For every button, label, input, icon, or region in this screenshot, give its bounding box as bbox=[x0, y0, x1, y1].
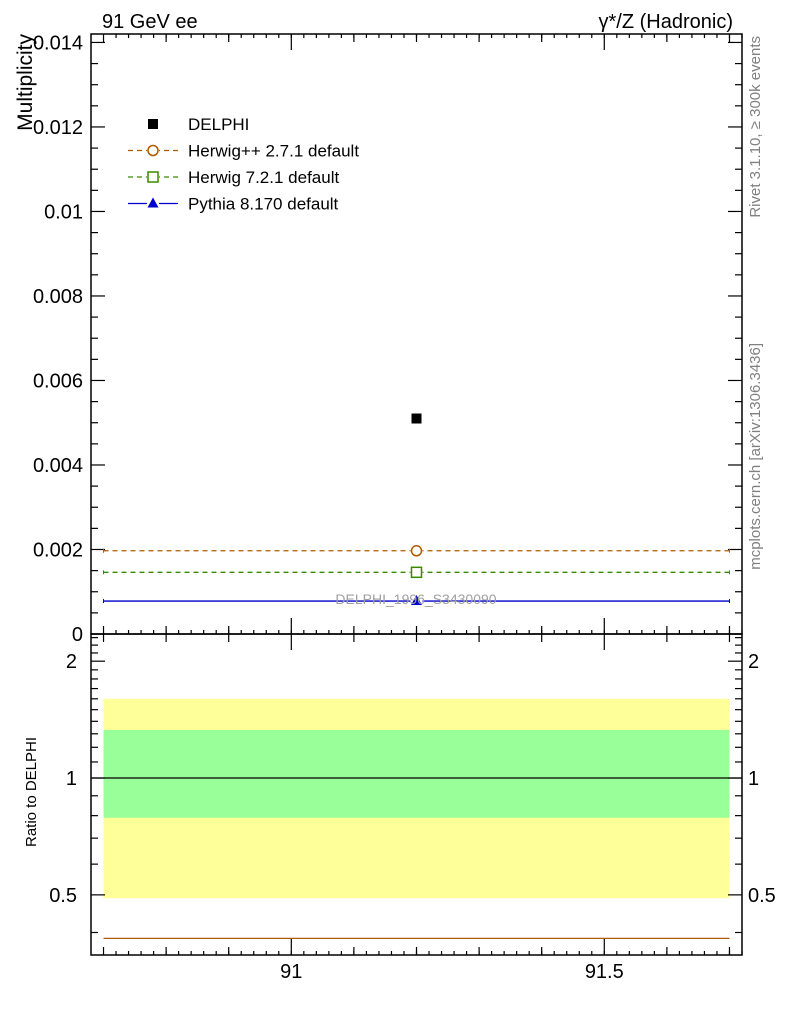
ratio-ytick-label-right: 1 bbox=[748, 768, 759, 790]
main-ytick-label: 0 bbox=[72, 624, 83, 646]
main-ytick-label: 0.008 bbox=[33, 286, 83, 308]
series-point-herwig-2-7-1-default bbox=[410, 545, 423, 557]
series-point-pythia-8-170-default bbox=[411, 595, 422, 606]
legend-label-herwig-7-2-1-default: Herwig 7.2.1 default bbox=[188, 168, 339, 187]
ratio-series-lines bbox=[91, 777, 742, 940]
header-left: 91 GeV ee bbox=[102, 11, 198, 33]
ratio-ytick-label-left: 2 bbox=[66, 651, 77, 673]
ratio-xtick-label: 91.5 bbox=[585, 961, 624, 983]
watermark: DELPHI_1996_S3430090 bbox=[335, 591, 496, 607]
mcplots-side-label: mcplots.cern.ch [arXiv:1306.3436] bbox=[747, 343, 764, 570]
axis-labels: 0 0.002 0.004 0.006 0.008 0.01 0.012 0.014 91 91.… bbox=[33, 32, 776, 983]
legend-marker-bg bbox=[147, 171, 159, 183]
ratio-band-1 bbox=[103, 729, 730, 818]
rivet-side-label: Rivet 3.1.10, ≥ 300k events bbox=[747, 36, 764, 218]
ratio-ytick-label-left: 1 bbox=[66, 768, 77, 790]
main-ytick-label: 0.002 bbox=[33, 539, 83, 561]
ratio-ytick-label-right: 2 bbox=[748, 651, 759, 673]
legend-marker-herwig-7-2-1-default bbox=[147, 171, 159, 183]
ratio-ylabel: Ratio to DELPHI bbox=[23, 737, 40, 847]
legend-marker-bg bbox=[147, 144, 159, 157]
legend-label-herwig-2-7-1-default: Herwig++ 2.7.1 default bbox=[188, 142, 359, 161]
main-series-markers bbox=[410, 413, 423, 608]
marker-bg bbox=[410, 566, 423, 579]
main-ytick-label: 0.004 bbox=[33, 455, 83, 477]
legend-marker-delphi bbox=[148, 119, 158, 129]
ratio-bands bbox=[103, 698, 730, 899]
marker-bg bbox=[410, 544, 423, 557]
main-ytick-label: 0.014 bbox=[33, 32, 83, 54]
header-right: γ*/Z (Hadronic) bbox=[599, 11, 733, 33]
main-ytick-label: 0.01 bbox=[44, 201, 83, 223]
main-ytick-label: 0.006 bbox=[33, 370, 83, 392]
series-point-herwig-7-2-1-default bbox=[410, 566, 423, 579]
legend-marker-pythia-8-170-default bbox=[147, 197, 159, 208]
ratio-frame bbox=[90, 633, 743, 956]
ratio-ytick-label-left: 0.5 bbox=[49, 885, 77, 907]
legend-label-pythia-8-170-default: Pythia 8.170 default bbox=[188, 195, 339, 214]
main-ylabel: Multiplicity bbox=[14, 34, 37, 131]
ratio-ytick-label-right: 0.5 bbox=[748, 885, 776, 907]
ratio-xtick-label: 91 bbox=[280, 961, 302, 983]
series-point-delphi bbox=[411, 413, 422, 424]
legend-marker-herwig-2-7-1-default bbox=[147, 144, 159, 157]
main-ytick-label: 0.012 bbox=[33, 117, 83, 139]
legend: DELPHI Herwig++ 2.7.1 default Herwig 7.2.1… bbox=[128, 115, 359, 214]
legend-label-delphi: DELPHI bbox=[188, 115, 249, 134]
